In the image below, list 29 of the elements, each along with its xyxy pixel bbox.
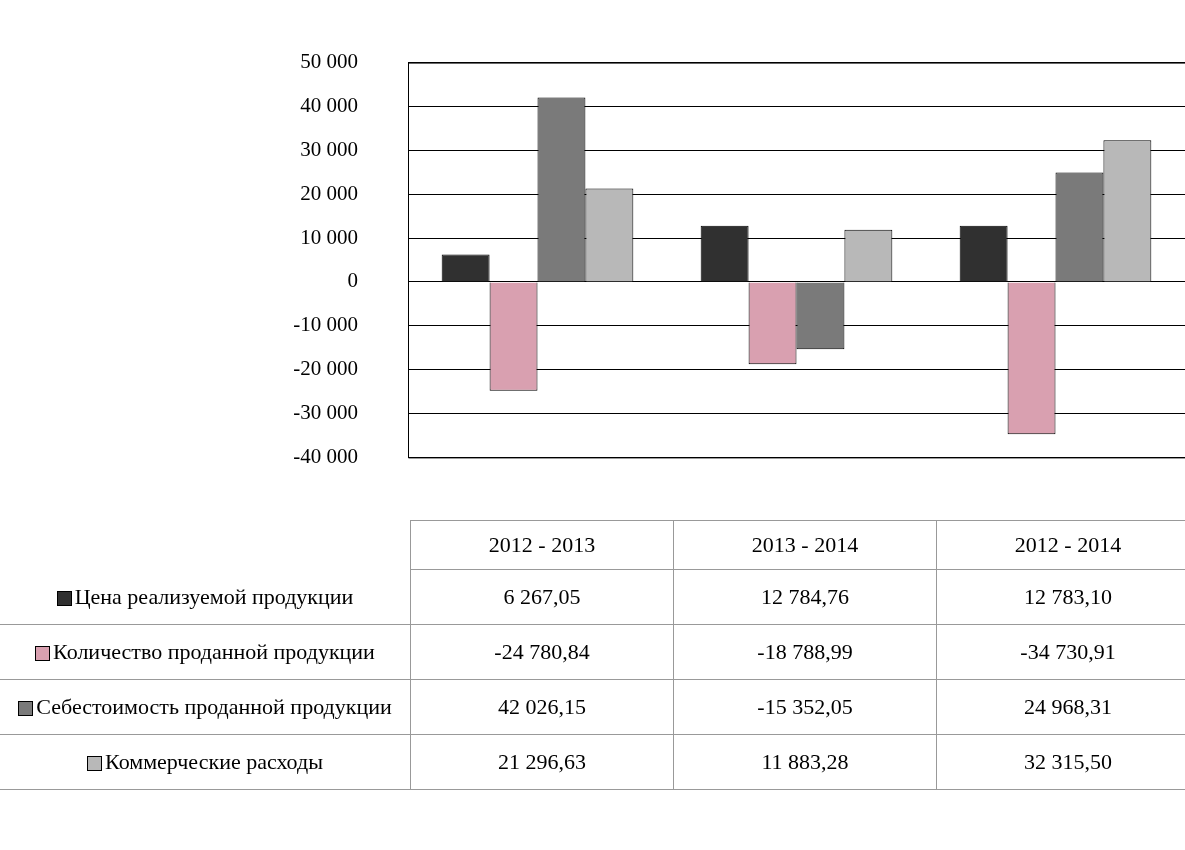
y-tick-label: 10 000 [300, 224, 358, 249]
legend-label: Количество проданной продукции [0, 624, 411, 680]
y-tick-label: 40 000 [300, 92, 358, 117]
x-tick-label: 2012 - 2014 [936, 520, 1185, 570]
legend-label: Цена реализуемой продукции [0, 569, 411, 625]
y-tick-label: -30 000 [293, 400, 358, 425]
data-label: -34 730,91 [936, 624, 1185, 680]
y-tick-label: -10 000 [293, 312, 358, 337]
x-tick-label: 2012 - 2013 [410, 520, 674, 570]
data-label: 12 784,76 [673, 569, 937, 625]
data-label: 21 296,63 [410, 734, 674, 790]
data-label: -15 352,05 [673, 679, 937, 735]
y-tick-label: 20 000 [300, 180, 358, 205]
y-tick-label: 0 [347, 268, 358, 293]
data-label: 12 783,10 [936, 569, 1185, 625]
data-label: -18 788,99 [673, 624, 937, 680]
data-label: 11 883,28 [673, 734, 937, 790]
data-label: 6 267,05 [410, 569, 674, 625]
legend-label: Себестоимость проданной продукции [0, 679, 411, 735]
data-label: 42 026,15 [410, 679, 674, 735]
y-tick-label: 30 000 [300, 136, 358, 161]
y-tick-label: -40 000 [293, 443, 358, 468]
data-label: 24 968,31 [936, 679, 1185, 735]
legend-label: Коммерческие расходы [0, 734, 411, 790]
data-label: 32 315,50 [936, 734, 1185, 790]
y-tick-label: -20 000 [293, 356, 358, 381]
x-tick-label: 2013 - 2014 [673, 520, 937, 570]
y-tick-label: 50 000 [300, 49, 358, 74]
data-label: -24 780,84 [410, 624, 674, 680]
